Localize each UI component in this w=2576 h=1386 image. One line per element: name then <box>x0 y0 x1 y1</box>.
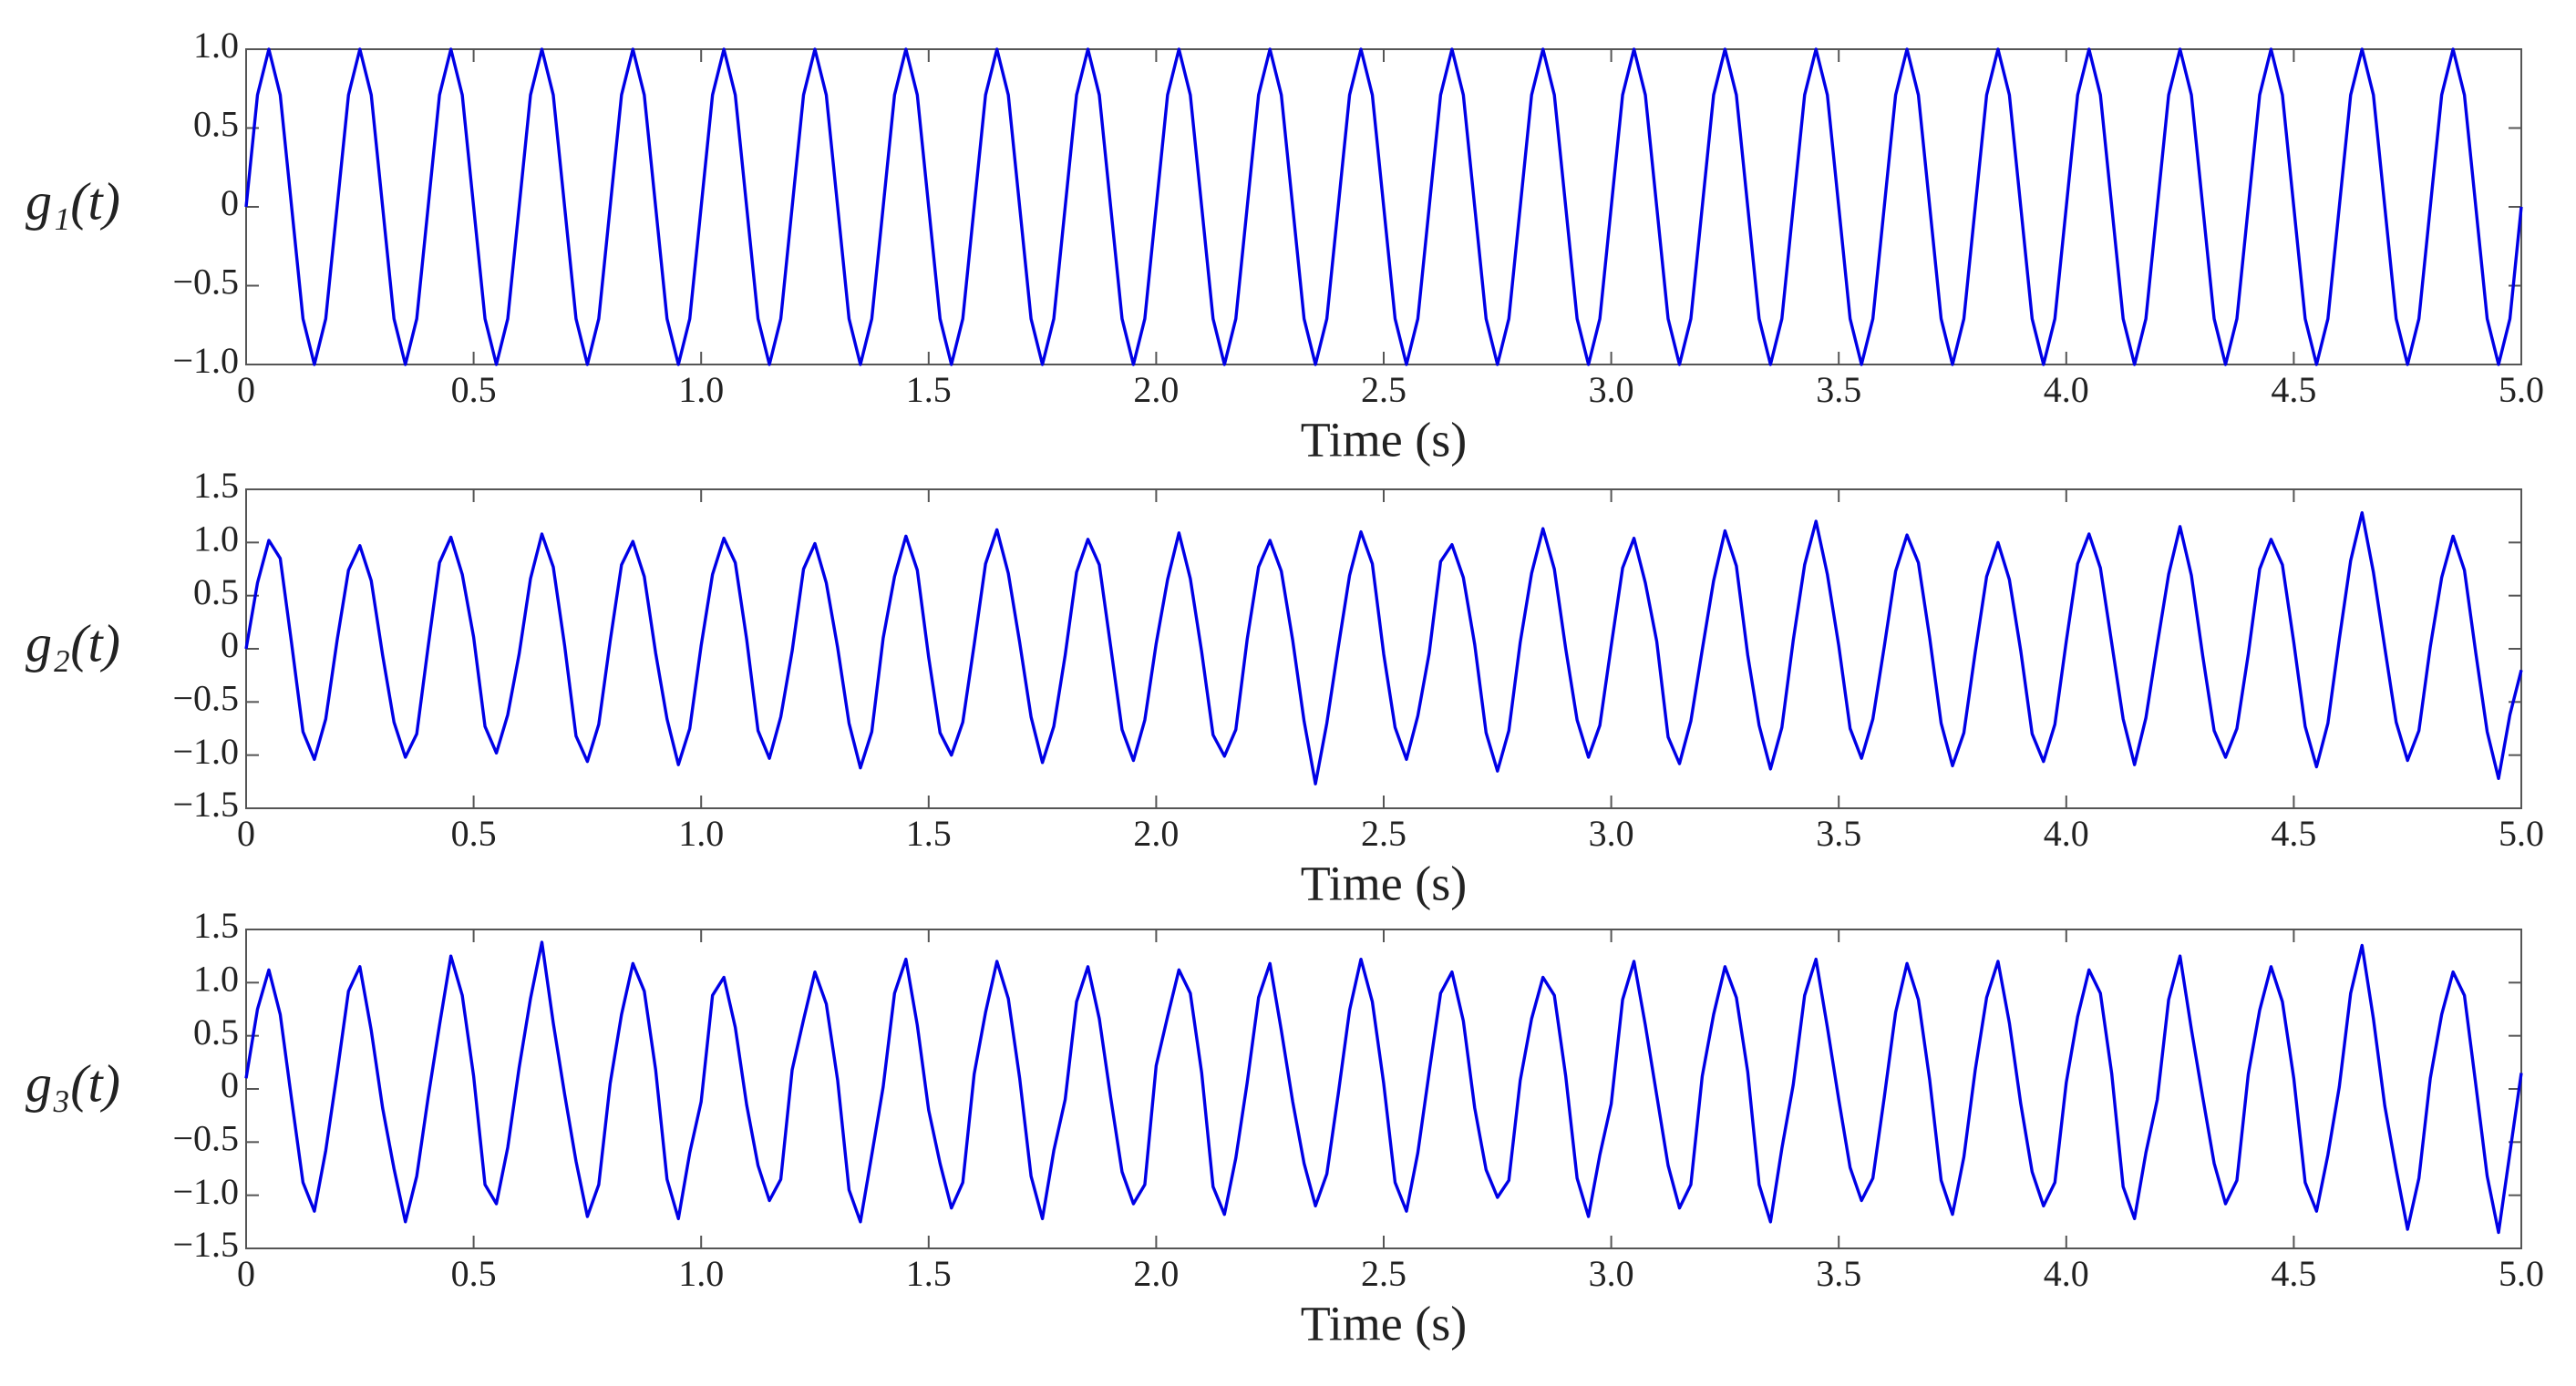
x-tick-label: 4.0 <box>2044 369 2089 410</box>
subplot: −1.0 −0.5 0 0.5 1.0 0 0.5 1.0 1.5 2.0 2.5 3.0 3.5 4.0… <box>26 25 2544 467</box>
x-tick-label: 4.0 <box>2044 813 2089 854</box>
x-tick-label: 3.5 <box>1816 813 1861 854</box>
x-tick-label: 1.0 <box>678 813 724 854</box>
x-tick-label: 1.0 <box>678 369 724 410</box>
x-tick-label: 0 <box>237 369 255 410</box>
x-tick-label: 1.5 <box>906 369 952 410</box>
y-tick-label: −0.5 <box>172 1118 239 1159</box>
y-tick-label: −0.5 <box>172 262 239 303</box>
y-tick-label: 1.5 <box>193 465 239 506</box>
y-tick-label: 0 <box>221 1064 239 1105</box>
x-tick-label: 4.5 <box>2271 813 2316 854</box>
y-tick-label: −1.0 <box>172 731 239 772</box>
x-tick-label: 1.0 <box>678 1253 724 1294</box>
y-axis-label: g₃(t) <box>26 1053 120 1113</box>
x-tick-label: 3.5 <box>1816 1253 1861 1294</box>
y-tick-label: 0.5 <box>193 104 239 145</box>
y-tick-label: −1.5 <box>172 1224 239 1265</box>
x-tick-label: 2.5 <box>1361 1253 1406 1294</box>
x-tick-label: 2.5 <box>1361 369 1406 410</box>
x-tick-label: 3.0 <box>1589 1253 1634 1294</box>
x-tick-label: 2.0 <box>1133 813 1179 854</box>
x-tick-label: 5.0 <box>2499 369 2544 410</box>
x-tick-label: 0 <box>237 813 255 854</box>
y-axis-label: g₂(t) <box>26 613 120 672</box>
x-axis-label: Time (s) <box>1301 412 1468 467</box>
x-tick-label: 2.5 <box>1361 813 1406 854</box>
x-tick-label: 4.5 <box>2271 1253 2316 1294</box>
x-tick-label: 5.0 <box>2499 1253 2544 1294</box>
y-axis-label: g₁(t) <box>26 171 120 231</box>
signal-line <box>244 940 2523 1235</box>
y-tick-label: −1.5 <box>172 784 239 825</box>
x-tick-label: 4.5 <box>2271 369 2316 410</box>
x-tick-label: 1.5 <box>906 813 952 854</box>
x-tick-label: 3.5 <box>1816 369 1861 410</box>
signal-line <box>244 510 2523 785</box>
x-tick-label: 0.5 <box>451 369 497 410</box>
subplot: −1.5 −1.0 −0.5 0 0.5 1.0 1.5 0 0.5 1.0 1.5 2.0 2.5 3.… <box>26 465 2544 910</box>
x-tick-label: 1.5 <box>906 1253 952 1294</box>
x-axis-label: Time (s) <box>1301 856 1468 910</box>
y-tick-label: 0.5 <box>193 571 239 612</box>
x-tick-label: 4.0 <box>2044 1253 2089 1294</box>
subplot: −1.5 −1.0 −0.5 0 0.5 1.0 1.5 0 0.5 1.0 1.5 2.0 2.5 3.… <box>26 905 2544 1350</box>
y-tick-label: 1.0 <box>193 25 239 66</box>
x-axis-label: Time (s) <box>1301 1296 1468 1350</box>
x-tick-label: 3.0 <box>1589 369 1634 410</box>
x-tick-label: 0.5 <box>451 813 497 854</box>
x-tick-label: 2.0 <box>1133 1253 1179 1294</box>
y-tick-label: −0.5 <box>172 678 239 719</box>
x-tick-label: 3.0 <box>1589 813 1634 854</box>
y-tick-label: 0 <box>221 624 239 665</box>
y-tick-label: −1.0 <box>172 1171 239 1212</box>
y-tick-label: −1.0 <box>172 340 239 381</box>
y-tick-label: 1.0 <box>193 959 239 1000</box>
y-tick-label: 0.5 <box>193 1011 239 1052</box>
x-tick-label: 5.0 <box>2499 813 2544 854</box>
x-tick-label: 2.0 <box>1133 369 1179 410</box>
y-tick-label: 1.0 <box>193 518 239 560</box>
y-tick-label: 0 <box>221 182 239 223</box>
y-tick-label: 1.5 <box>193 905 239 946</box>
x-tick-label: 0 <box>237 1253 255 1294</box>
signal-line <box>244 47 2523 366</box>
x-tick-label: 0.5 <box>451 1253 497 1294</box>
